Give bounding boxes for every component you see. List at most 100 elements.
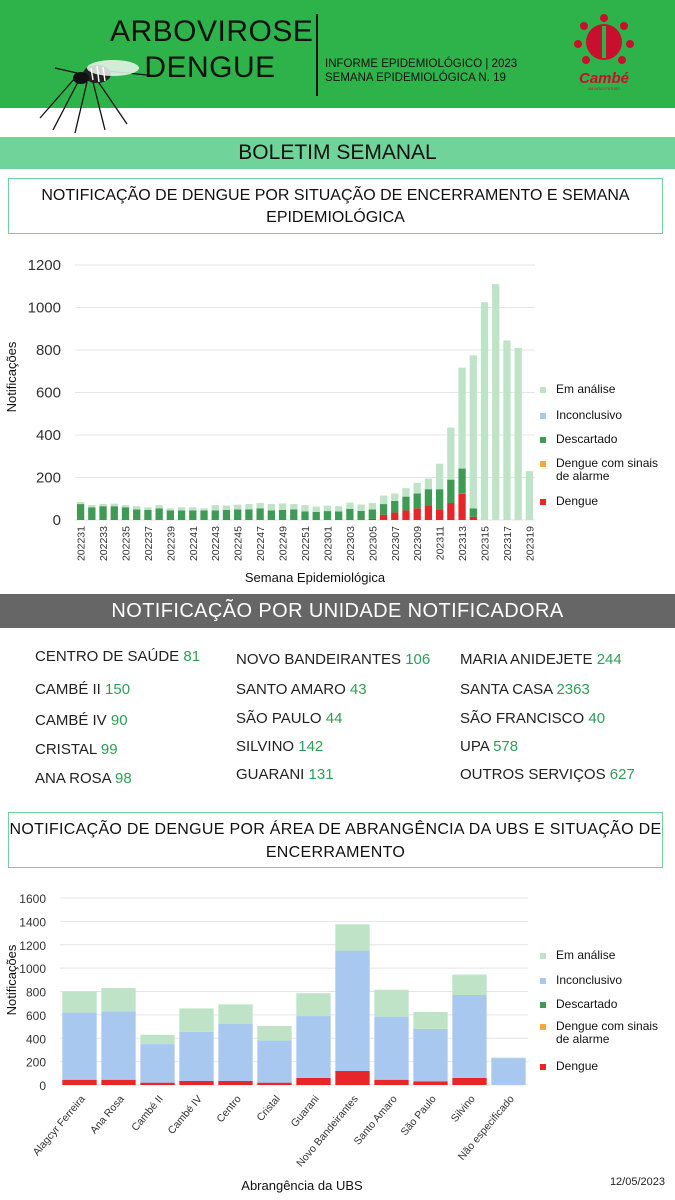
x-tick-label: 202239 <box>165 526 177 561</box>
bar-segment <box>110 506 118 520</box>
bar-segment <box>413 482 421 494</box>
bar-segment <box>301 511 309 520</box>
bar-segment <box>245 509 253 520</box>
legend-swatch <box>540 1002 546 1008</box>
bar-segment <box>491 1058 526 1085</box>
y-tick-label: 0 <box>39 1079 46 1093</box>
bar-segment <box>368 509 376 519</box>
bar-segment <box>177 510 186 520</box>
y-tick-label: 400 <box>26 1032 46 1046</box>
x-tick-label: São Paulo <box>398 1093 438 1138</box>
bar-segment <box>435 509 444 520</box>
bar-segment <box>491 1057 526 1059</box>
unit-item: ANA ROSA 98 <box>35 770 132 787</box>
bar-segment <box>278 509 287 520</box>
x-tick-label: 202251 <box>300 526 312 561</box>
bar-segment <box>256 503 264 509</box>
bar-segment <box>301 505 309 512</box>
units-list: CENTRO DE SAÚDE 81 CAMBÉ II 150 CAMBÉ IV… <box>0 640 675 800</box>
bar-segment <box>357 504 365 511</box>
y-tick-label: 200 <box>36 470 61 487</box>
bar-segment <box>312 511 320 520</box>
legend-label: Descartado <box>556 997 618 1011</box>
bar-segment <box>335 506 343 512</box>
bar-segment <box>101 1011 136 1080</box>
bar-segment <box>88 507 96 520</box>
legend-label: Em análise <box>556 948 616 962</box>
x-tick-label: Cambé II <box>129 1093 166 1133</box>
unit-item: SÃO FRANCISCO 40 <box>460 710 606 727</box>
bar-segment <box>189 507 197 511</box>
bar-segment <box>88 505 96 508</box>
bar-segment <box>480 302 489 520</box>
bar-segment <box>99 504 107 507</box>
bar-segment <box>435 463 444 490</box>
info-line-2: SEMANA EPIDEMIOLÓGICA N. 19 <box>325 72 506 84</box>
bar-segment <box>452 1077 487 1085</box>
bar-segment <box>379 495 388 505</box>
bar-segment <box>121 505 130 508</box>
logo-text: Cambé <box>578 70 630 87</box>
x-tick-label: Cambé IV <box>166 1093 205 1136</box>
bar-segment <box>278 503 287 510</box>
chart-weekly: 0 200 400 600 800 1000 1200 202231 202233 202235 2… <box>4 257 658 585</box>
bar-segment <box>101 987 136 1012</box>
info-line-1: INFORME EPIDEMIOLÓGICO | 2023 <box>325 58 518 70</box>
cambe-logo: Cambé UM NOVO FUTURO <box>572 12 636 96</box>
legend-label: de alarme <box>556 1032 610 1046</box>
bar-segment <box>391 500 399 513</box>
header-divider <box>316 14 318 96</box>
bar-segment <box>222 505 231 510</box>
unit-item: MARIA ANIDEJETE 244 <box>460 651 622 668</box>
y-tick-label: 1400 <box>19 915 46 929</box>
bar-segment <box>133 506 141 510</box>
bar-segment <box>166 508 175 511</box>
x-tick-label: 202305 <box>367 526 379 561</box>
x-tick-label: 202235 <box>120 526 132 561</box>
bar-segment <box>391 512 399 520</box>
bar-segment <box>166 510 175 520</box>
x-tick-label: 202315 <box>480 526 492 561</box>
bar-segment <box>62 1012 97 1080</box>
bar-segment <box>452 974 487 996</box>
y-tick-label: 1000 <box>28 300 61 317</box>
bar-segment <box>447 427 455 480</box>
x-tick-label: Ana Rosa <box>88 1093 127 1136</box>
x-tick-label: 202241 <box>188 526 200 561</box>
bar-segment <box>452 995 487 1078</box>
bar-segment <box>177 507 186 511</box>
legend-swatch <box>540 437 546 443</box>
bar-segment <box>179 1008 214 1032</box>
bar-segment <box>346 508 354 520</box>
bar-segment <box>200 510 208 520</box>
y-tick-label: 1200 <box>28 257 61 274</box>
bar-segment <box>413 493 421 509</box>
section-title: BOLETIM SEMANAL <box>0 137 675 169</box>
chart2-title: NOTIFICAÇÃO DE DENGUE POR ÁREA DE ABRANG… <box>8 812 663 868</box>
legend-swatch <box>540 413 546 419</box>
x-axis-label: Abrangência da UBS <box>241 1178 363 1193</box>
bar-segment <box>179 1080 214 1085</box>
bar-segment <box>211 510 219 520</box>
bar-segment <box>110 503 118 507</box>
bar-segment <box>424 489 433 506</box>
bar-segment <box>218 1023 253 1081</box>
x-tick-label: Cristal <box>254 1093 282 1124</box>
y-tick-label: 400 <box>36 427 61 444</box>
legend-label: de alarme <box>556 469 610 483</box>
bar-segment <box>368 518 376 520</box>
x-tick-label: 202245 <box>233 526 245 561</box>
y-tick-label: 600 <box>26 1009 46 1023</box>
bar-segment <box>413 1028 448 1082</box>
unit-item: SANTO AMARO 43 <box>236 681 367 698</box>
bar-segment <box>234 509 242 520</box>
x-tick-label: 202303 <box>345 526 357 561</box>
x-tick-label: 202319 <box>524 526 536 561</box>
unit-item: OUTROS SERVIÇOS 627 <box>460 766 635 783</box>
x-tick-label: Guarani <box>289 1093 322 1129</box>
page-title: ARBOVIROSE DENGUE <box>110 14 313 86</box>
bar-segment <box>525 471 534 520</box>
bar-segment <box>323 505 332 512</box>
legend-label: Dengue com sinais <box>556 456 658 470</box>
bar-segment <box>155 508 163 520</box>
